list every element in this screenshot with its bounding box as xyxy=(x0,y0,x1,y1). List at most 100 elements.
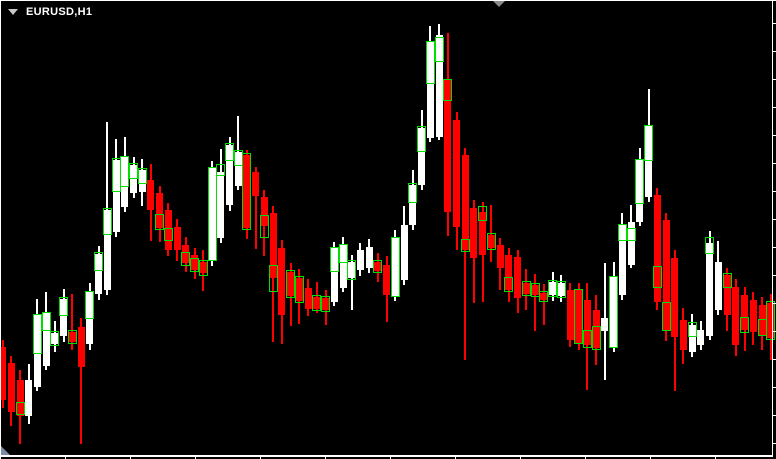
price-scale-tick xyxy=(773,163,776,164)
candle-wick xyxy=(542,284,545,325)
bear-candle-body xyxy=(278,248,286,315)
overlay-box xyxy=(59,297,69,316)
bull-candle-body xyxy=(234,152,242,186)
bear-candle-body xyxy=(723,275,731,315)
bull-candle-body xyxy=(714,262,722,310)
overlay-box xyxy=(67,330,77,344)
bull-candle-body xyxy=(688,325,696,352)
bull-candle-body xyxy=(435,35,443,137)
overlay-box xyxy=(626,228,636,241)
price-scale-tick xyxy=(773,107,776,108)
bear-candle-body xyxy=(479,212,487,255)
bull-candle-body xyxy=(365,247,373,268)
bear-candle-body xyxy=(662,220,670,330)
overlay-box xyxy=(504,277,514,292)
overlay-box xyxy=(347,260,357,280)
bear-candle-body xyxy=(540,293,548,300)
scroll-corner-icon xyxy=(1,446,10,455)
bear-candle-body xyxy=(313,297,321,309)
bear-candle-body xyxy=(671,258,679,337)
overlay-box xyxy=(574,289,584,344)
price-scale-tick xyxy=(773,247,776,248)
candle-wick xyxy=(80,318,83,444)
bear-candle-body xyxy=(749,300,757,332)
price-scale-tick xyxy=(773,51,776,52)
bear-candle-body xyxy=(269,213,277,278)
bear-candle-body xyxy=(522,283,530,294)
bear-candle-body xyxy=(199,262,207,273)
overlay-box xyxy=(216,164,226,176)
bull-candle-body xyxy=(33,315,41,387)
bear-candle-body xyxy=(7,363,15,412)
overlay-box xyxy=(582,330,592,348)
bear-candle-body xyxy=(0,347,6,400)
overlay-box xyxy=(486,233,496,250)
candle-wick xyxy=(534,274,536,331)
bear-candle-body xyxy=(732,287,740,345)
bear-candle-body xyxy=(758,305,766,335)
overlay-box xyxy=(521,281,531,296)
chart-border-top xyxy=(0,0,776,1)
overlay-box xyxy=(242,153,252,230)
overlay-box xyxy=(635,159,645,204)
bear-candle-body xyxy=(383,265,391,295)
chart-border-bottom xyxy=(0,455,773,457)
overlay-box xyxy=(233,150,243,166)
bull-candle-body xyxy=(697,330,705,345)
time-scale-tick xyxy=(390,457,391,459)
bear-candle-body xyxy=(461,155,469,250)
bull-candle-body xyxy=(601,318,609,331)
overlay-box xyxy=(408,183,418,203)
chart-shift-marker-icon[interactable] xyxy=(493,1,505,7)
chart-border-left xyxy=(0,0,1,459)
bear-candle-body xyxy=(531,285,539,295)
overlay-box xyxy=(259,215,269,238)
overlay-box xyxy=(740,317,750,333)
candle-wick xyxy=(464,148,467,360)
bull-candle-body xyxy=(51,333,59,344)
bear-candle-body xyxy=(444,80,452,212)
overlay-box xyxy=(15,402,25,415)
bear-candle-body xyxy=(77,327,85,367)
time-scale-tick xyxy=(195,457,196,459)
overlay-box xyxy=(321,296,330,312)
bull-candle-body xyxy=(95,254,102,294)
bear-candle-body xyxy=(287,272,295,296)
bear-candle-body xyxy=(653,195,661,302)
price-scale-tick xyxy=(773,219,776,220)
symbol-label: EURUSD,H1 xyxy=(26,6,93,18)
chevron-down-icon[interactable] xyxy=(8,9,18,15)
bear-candle-body xyxy=(496,245,504,268)
bull-candle-body xyxy=(706,243,714,336)
bear-candle-body xyxy=(173,227,181,250)
overlay-box xyxy=(198,260,208,276)
bull-candle-body xyxy=(618,225,626,295)
time-scale-tick xyxy=(260,457,261,459)
overlay-box xyxy=(85,291,95,319)
overlay-box xyxy=(294,276,304,303)
bear-candle-body xyxy=(156,193,164,228)
bull-candle-body xyxy=(208,168,216,260)
bull-candle-body xyxy=(138,170,146,192)
price-scale-tick xyxy=(773,23,776,24)
bear-candle-body xyxy=(243,155,251,228)
overlay-box xyxy=(705,237,715,254)
overlay-box xyxy=(443,79,453,101)
bear-candle-body xyxy=(505,255,513,290)
price-scale-tick xyxy=(773,191,776,192)
bull-candle-body xyxy=(610,277,618,347)
overlay-box xyxy=(329,247,339,272)
bear-candle-body xyxy=(182,245,190,263)
overlay-box xyxy=(609,276,619,348)
bear-candle-body xyxy=(295,278,303,301)
price-scale-tick xyxy=(773,387,776,388)
bull-candle-body xyxy=(426,42,434,138)
bull-candle-body xyxy=(348,262,356,278)
overlay-box xyxy=(617,224,627,241)
overlay-box xyxy=(94,252,103,271)
time-scale-tick xyxy=(65,457,66,459)
overlay-box xyxy=(190,258,200,272)
bull-candle-body xyxy=(112,160,120,232)
